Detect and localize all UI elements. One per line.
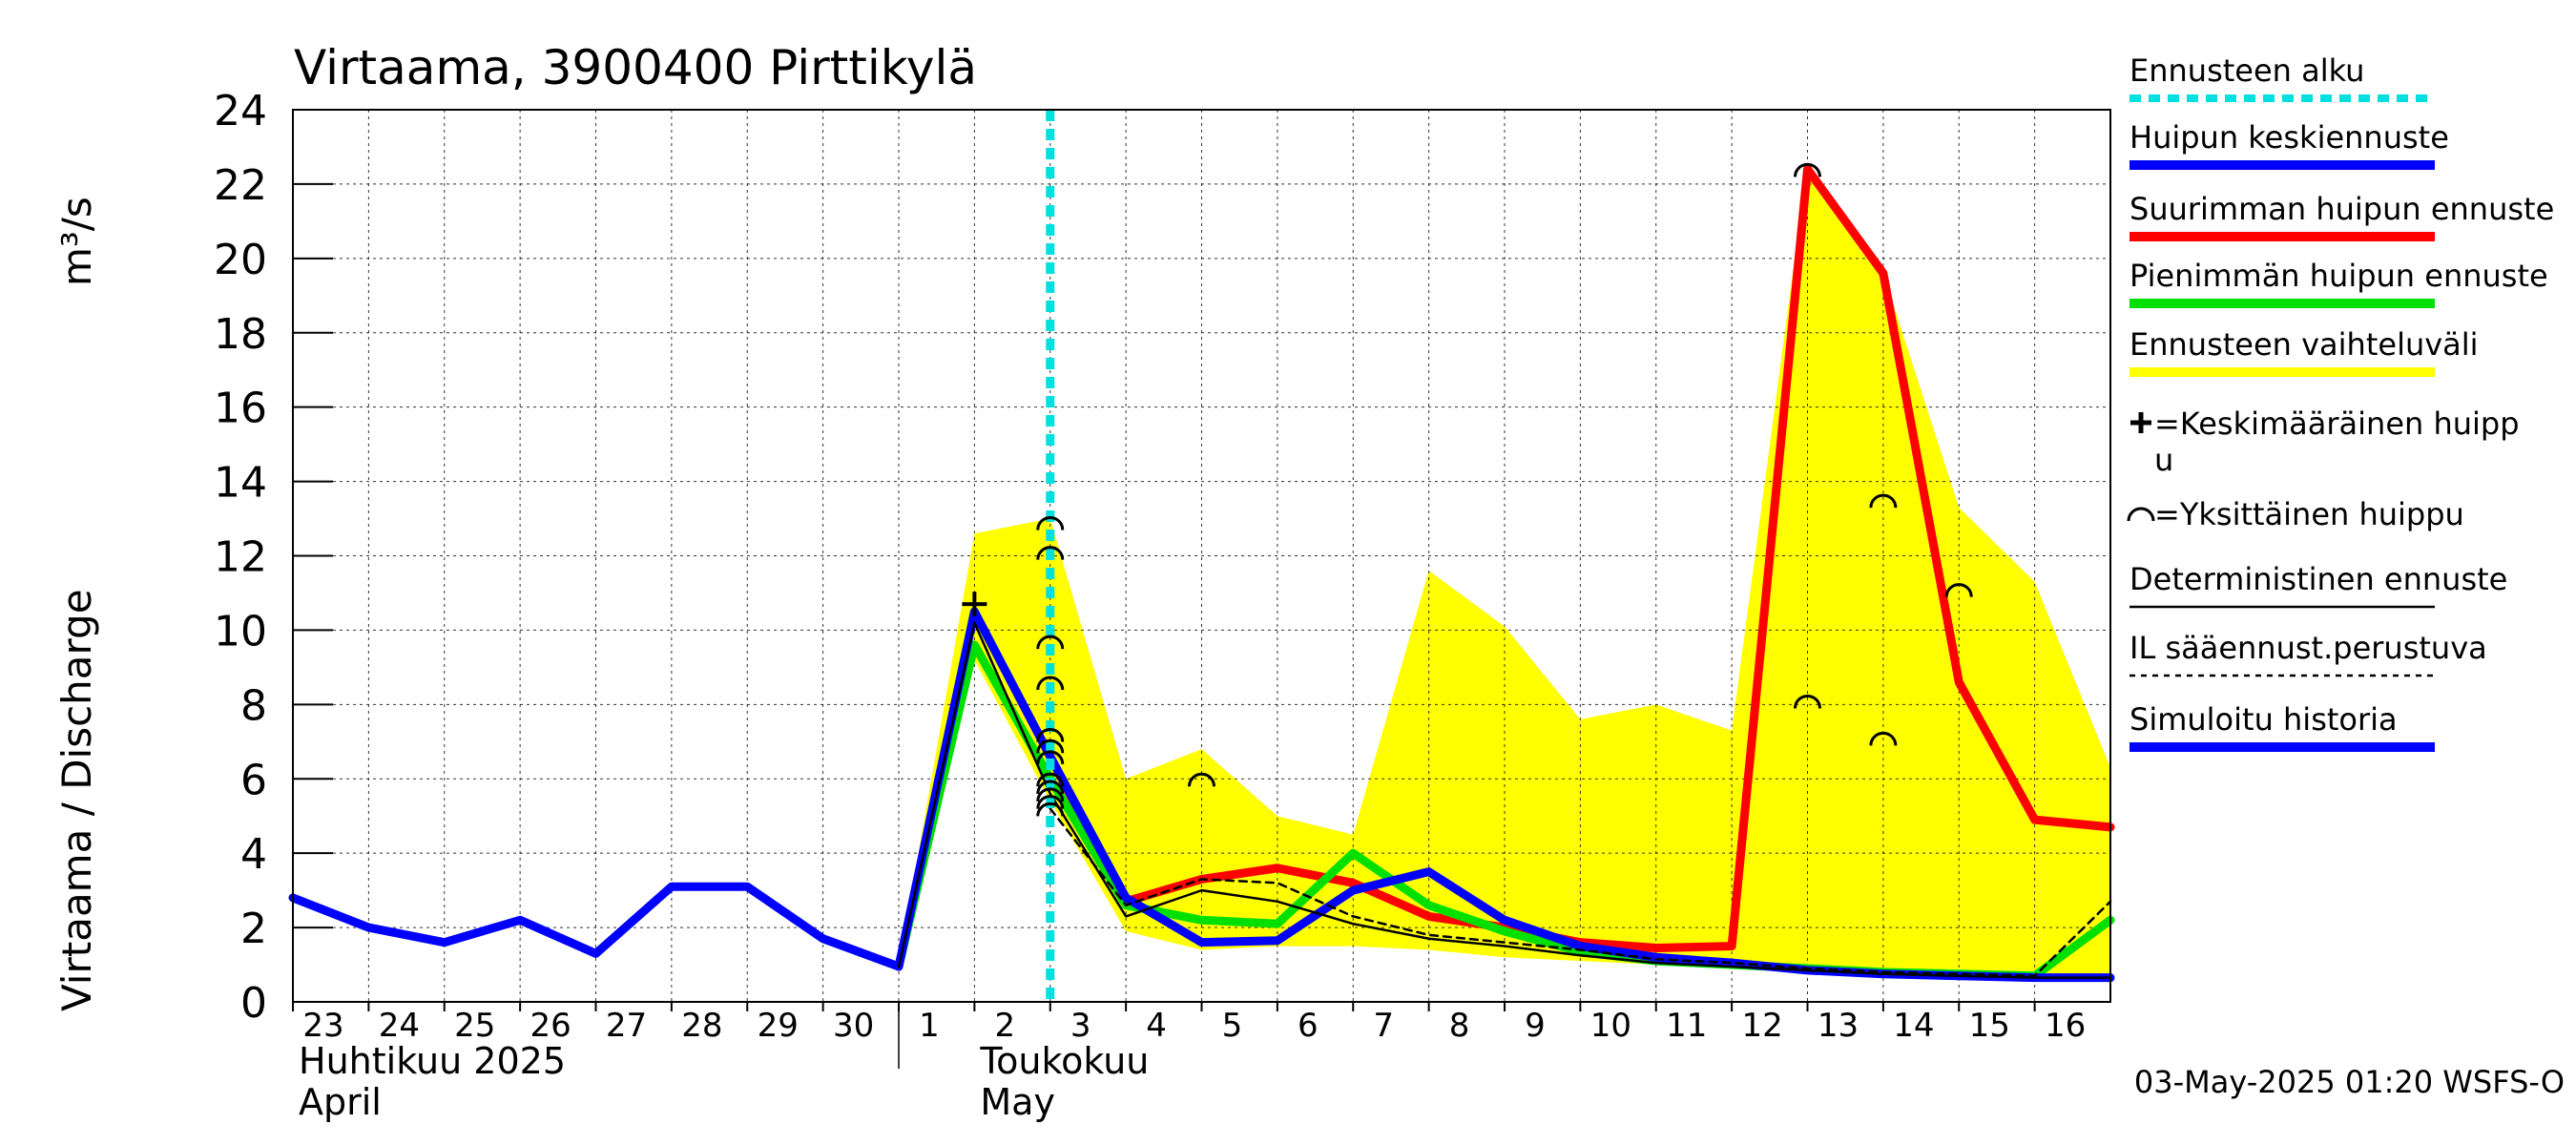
y-tick-label: 20 bbox=[214, 236, 267, 284]
single-peak-marker bbox=[1036, 750, 1065, 765]
single-peak-marker bbox=[1036, 795, 1065, 809]
y-tick-label: 14 bbox=[214, 459, 267, 508]
legend-item-max_forecast: Suurimman huipun ennuste bbox=[2129, 191, 2554, 241]
legend-item-min_forecast: Pienimmän huipun ennuste bbox=[2129, 258, 2548, 308]
y-tick-label: 18 bbox=[214, 310, 267, 359]
x-tick-label: 13 bbox=[1818, 1007, 1859, 1045]
single-peak-marker bbox=[1794, 162, 1821, 177]
month-label-en: April bbox=[299, 1081, 382, 1123]
forecast-range-band bbox=[899, 161, 2110, 982]
x-tick-label: 14 bbox=[1893, 1007, 1934, 1045]
single-peak-marker bbox=[1036, 802, 1065, 817]
legend-arc bbox=[2127, 507, 2155, 522]
y-axis-label-main: Virtaama / Discharge bbox=[53, 589, 100, 1011]
series-il-s-ennust-perustuva bbox=[1049, 807, 2112, 977]
legend-item-il: IL sääennust.perustuva bbox=[2129, 630, 2487, 677]
single-peak-marker bbox=[1188, 772, 1215, 787]
x-tick-label: 27 bbox=[606, 1007, 647, 1045]
peak-marker-layer bbox=[962, 162, 1973, 817]
single-peak-marker bbox=[1036, 515, 1065, 531]
legend-label: =Yksittäinen huippu bbox=[2154, 496, 2464, 532]
legend: Ennusteen alku Huipun keskiennuste Suurimm… bbox=[2127, 52, 2554, 752]
legend-item-range: Ennusteen vaihteluväli bbox=[2129, 326, 2479, 377]
legend-item-single_peak: =Yksittäinen huippu bbox=[2127, 496, 2464, 532]
x-tick-label: 6 bbox=[1298, 1007, 1319, 1045]
y-tick-label: 12 bbox=[214, 533, 267, 582]
legend-label: IL sääennust.perustuva bbox=[2129, 630, 2487, 666]
legend-item-history: Simuloitu historia bbox=[2129, 701, 2435, 752]
single-peak-marker bbox=[1036, 728, 1065, 742]
series-deterministinen-ennuste bbox=[897, 621, 2112, 979]
legend-item-mean_forecast: Huipun keskiennuste bbox=[2129, 119, 2449, 170]
y-tick-label: 16 bbox=[214, 385, 267, 433]
x-tick-label: 28 bbox=[681, 1007, 722, 1045]
y-tick-label: 0 bbox=[240, 979, 267, 1028]
single-peak-marker bbox=[1036, 676, 1065, 691]
single-peak-marker bbox=[1036, 780, 1065, 795]
legend-label: Huipun keskiennuste bbox=[2129, 119, 2449, 156]
x-tick-label: 1 bbox=[919, 1007, 940, 1045]
x-tick-label: 26 bbox=[530, 1007, 571, 1045]
x-tick-label: 25 bbox=[454, 1007, 495, 1045]
x-tick-label: 3 bbox=[1070, 1007, 1091, 1045]
mean-peak-marker bbox=[962, 592, 987, 617]
chart-title: Virtaama, 3900400 Pirttikylä bbox=[294, 40, 977, 95]
single-peak-marker bbox=[1036, 739, 1065, 754]
x-tick-label: 2 bbox=[995, 1007, 1016, 1045]
single-peak-marker bbox=[1036, 787, 1065, 802]
y-tick-label: 6 bbox=[240, 756, 267, 804]
x-tick-label: 12 bbox=[1741, 1007, 1782, 1045]
y-axis-label-unit: m³/s bbox=[53, 197, 100, 286]
month-label: Toukokuu bbox=[979, 1040, 1149, 1082]
y-tick-label: 2 bbox=[240, 905, 267, 953]
single-peak-marker bbox=[1869, 493, 1898, 509]
x-tick-label: 29 bbox=[758, 1007, 799, 1045]
legend-label: Suurimman huipun ennuste bbox=[2129, 191, 2554, 227]
forecast-range-layer bbox=[899, 161, 2110, 982]
legend-label: Ennusteen alku bbox=[2129, 52, 2364, 89]
legend-label-cont: u bbox=[2154, 442, 2173, 478]
y-axis-label: Virtaama / Discharge m³/s bbox=[53, 197, 100, 1011]
y-tick-label: 10 bbox=[214, 607, 267, 656]
legend-item-deterministic: Deterministinen ennuste bbox=[2129, 561, 2507, 609]
y-tick-label: 22 bbox=[214, 161, 267, 210]
single-peak-marker bbox=[1944, 583, 1973, 597]
month-label: Huhtikuu 2025 bbox=[299, 1040, 566, 1082]
x-tick-label: 9 bbox=[1525, 1007, 1546, 1045]
y-tick-label: 8 bbox=[240, 681, 267, 730]
legend-item-mean_peak: =Keskimääräinen huippu bbox=[2130, 406, 2520, 478]
legend-label: Pienimmän huipun ennuste bbox=[2129, 258, 2548, 294]
x-tick-label: 10 bbox=[1590, 1007, 1631, 1045]
x-tick-label: 24 bbox=[379, 1007, 420, 1045]
single-peak-marker bbox=[1036, 772, 1065, 787]
series-layer bbox=[288, 110, 2115, 1002]
x-tick-label: 16 bbox=[2045, 1007, 2086, 1045]
single-peak-marker bbox=[1036, 546, 1065, 560]
footer-timestamp: 03-May-2025 01:20 WSFS-O bbox=[2134, 1064, 2565, 1100]
x-tick-label: 11 bbox=[1666, 1007, 1707, 1045]
single-peak-marker bbox=[1794, 694, 1821, 709]
legend-label: =Keskimääräinen huipp bbox=[2154, 406, 2520, 442]
legend-label: Ennusteen vaihteluväli bbox=[2129, 326, 2479, 363]
x-tick-label: 30 bbox=[833, 1007, 874, 1045]
legend-item-forecast_start: Ennusteen alku bbox=[2129, 52, 2435, 102]
y-tick-label: 4 bbox=[240, 830, 267, 879]
x-tick-label: 8 bbox=[1449, 1007, 1470, 1045]
x-tick-label: 5 bbox=[1222, 1007, 1243, 1045]
x-tick-label: 4 bbox=[1146, 1007, 1167, 1045]
x-tick-label: 15 bbox=[1969, 1007, 2010, 1045]
x-tick-label: 23 bbox=[302, 1007, 343, 1045]
single-peak-marker bbox=[1036, 635, 1065, 650]
legend-label: Deterministinen ennuste bbox=[2129, 561, 2507, 597]
legend-label: Simuloitu historia bbox=[2129, 701, 2398, 738]
x-tick-label: 7 bbox=[1373, 1007, 1394, 1045]
month-label-en: May bbox=[980, 1081, 1055, 1123]
y-tick-label: 24 bbox=[214, 87, 267, 135]
single-peak-marker bbox=[1869, 731, 1898, 746]
